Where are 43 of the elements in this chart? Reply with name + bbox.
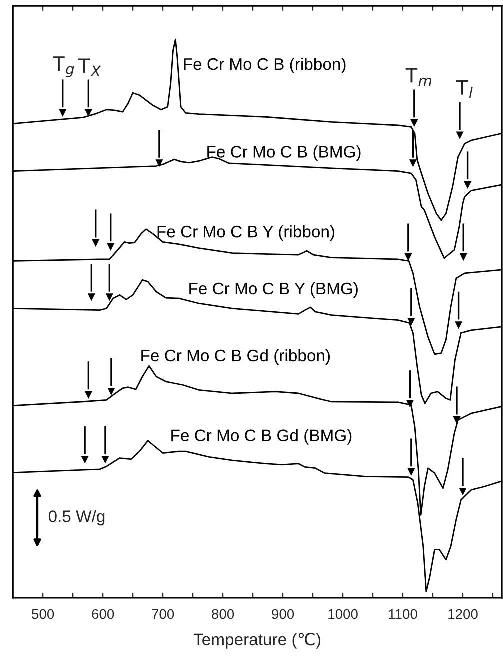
x-tick-label: 500	[32, 609, 54, 620]
series-label: Fe Cr Mo C B Y (ribbon)	[158, 225, 335, 242]
point	[408, 468, 416, 476]
series-label: Fe Cr Mo C B (ribbon)	[184, 58, 346, 74]
annotation: 0.5 W/g	[48, 510, 105, 526]
series-label: Fe Cr Mo C B Gd (ribbon)	[142, 349, 330, 365]
annotation: T$_{m}$	[406, 68, 432, 86]
annotation: T$_{X}$	[78, 58, 102, 77]
point	[453, 416, 461, 424]
x-tick-label: 900	[272, 609, 294, 620]
x-tick-label: 1100	[389, 609, 418, 620]
point	[88, 294, 96, 302]
point	[108, 388, 116, 396]
series-label: Fe Cr Mo C B (BMG)	[208, 146, 361, 162]
point	[156, 160, 164, 168]
point	[59, 109, 67, 118]
point	[456, 132, 464, 140]
point	[459, 488, 467, 496]
point	[409, 160, 418, 168]
x-tick-label: 1200	[448, 609, 478, 620]
point	[107, 243, 115, 252]
point	[460, 253, 468, 262]
point	[84, 391, 92, 399]
series-label: Fe Cr Mo C B Gd (BMG)	[172, 429, 352, 445]
annotation: T$_{g}$	[53, 56, 74, 78]
x-tick-label: 600	[92, 609, 114, 620]
point	[106, 294, 114, 302]
annotation: T$_{l}$	[456, 80, 473, 98]
x-axis-title: Temperature (℃)	[194, 633, 321, 649]
point	[84, 109, 92, 118]
point	[455, 322, 463, 330]
series-label: Fe Cr Mo C B Y (BMG)	[190, 282, 358, 298]
point	[464, 181, 472, 190]
point	[406, 400, 414, 408]
point	[102, 456, 110, 464]
point	[408, 318, 416, 326]
point	[410, 119, 418, 128]
x-tick-label: 800	[212, 609, 234, 620]
point	[404, 253, 412, 262]
point	[81, 456, 89, 464]
x-tick-label: 1000	[328, 609, 358, 620]
point	[92, 240, 100, 248]
x-tick-label: 700	[152, 609, 174, 620]
